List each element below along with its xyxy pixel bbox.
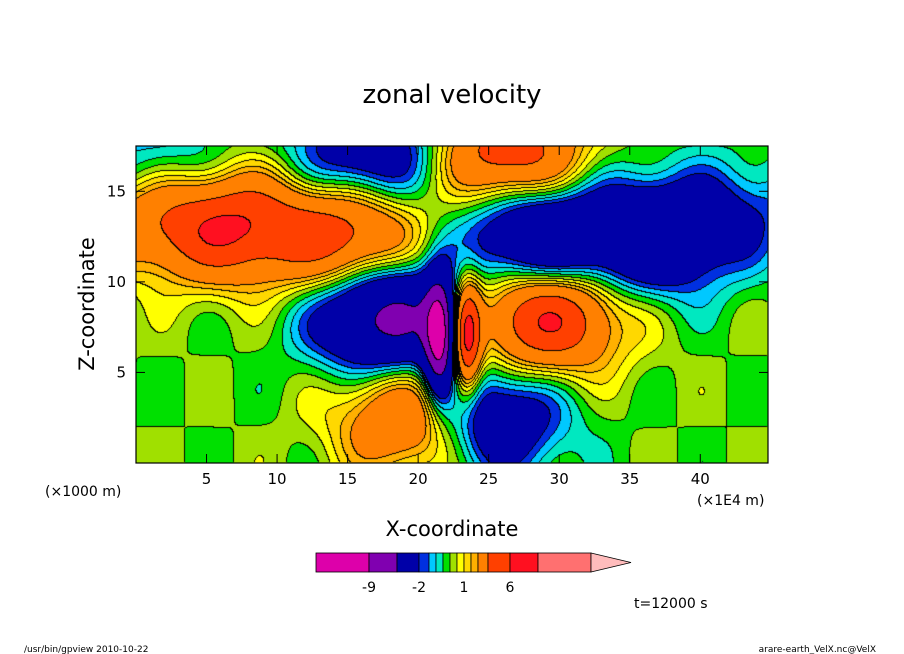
colorbar-segment — [428, 552, 437, 573]
colorbar-segment — [442, 552, 451, 573]
colorbar-segment — [463, 552, 472, 573]
colorbar-segment — [470, 552, 479, 573]
colorbar-segment — [456, 552, 465, 573]
colorbar-segment — [418, 552, 430, 573]
colorbar-segment — [315, 552, 370, 573]
y-tick-label: 5 — [116, 363, 126, 381]
colorbar: -9 -2 1 6 — [315, 552, 632, 596]
x-tick-label: 40 — [691, 470, 710, 488]
colorbar-segment — [537, 552, 592, 573]
y-axis-unit: (×1000 m) — [45, 484, 121, 500]
contour-field — [136, 146, 768, 463]
colorbar-segment — [477, 552, 489, 573]
colorbar-segment — [487, 552, 511, 573]
x-tick-label: 30 — [550, 470, 569, 488]
colorbar-extension — [590, 552, 632, 573]
y-tick-label: 15 — [107, 182, 126, 200]
colorbar-tick-label: 6 — [506, 580, 515, 596]
x-tick-label: 25 — [479, 470, 498, 488]
colorbar-tick-label: -9 — [362, 580, 376, 596]
chart-title: zonal velocity — [362, 80, 541, 110]
colorbar-tick-label: -2 — [412, 580, 426, 596]
x-axis-label: X-coordinate — [386, 517, 519, 541]
colorbar-segment — [509, 552, 539, 573]
footer-left: /usr/bin/gpview 2010-10-22 — [24, 645, 148, 654]
footer-right: arare-earth_VelX.nc@VelX — [759, 645, 876, 654]
time-label: t=12000 s — [634, 596, 708, 612]
colorbar-segment — [449, 552, 458, 573]
colorbar-segment — [435, 552, 444, 573]
y-axis-label: Z-coordinate — [75, 237, 99, 371]
colorbar-segment — [368, 552, 398, 573]
x-tick-label: 10 — [268, 470, 287, 488]
y-axis: 5 10 15 — [107, 182, 768, 381]
y-tick-label: 10 — [107, 273, 126, 291]
x-tick-label: 5 — [202, 470, 212, 488]
plot-area — [135, 145, 769, 464]
colorbar-tick-label: 1 — [460, 580, 469, 596]
x-axis: 5 10 15 20 25 30 35 40 — [202, 146, 710, 488]
x-tick-label: 20 — [409, 470, 428, 488]
colorbar-segment — [396, 552, 420, 573]
x-tick-label: 35 — [620, 470, 639, 488]
plot-frame — [135, 145, 769, 464]
x-axis-unit: (×1E4 m) — [697, 493, 764, 509]
x-tick-label: 15 — [338, 470, 357, 488]
